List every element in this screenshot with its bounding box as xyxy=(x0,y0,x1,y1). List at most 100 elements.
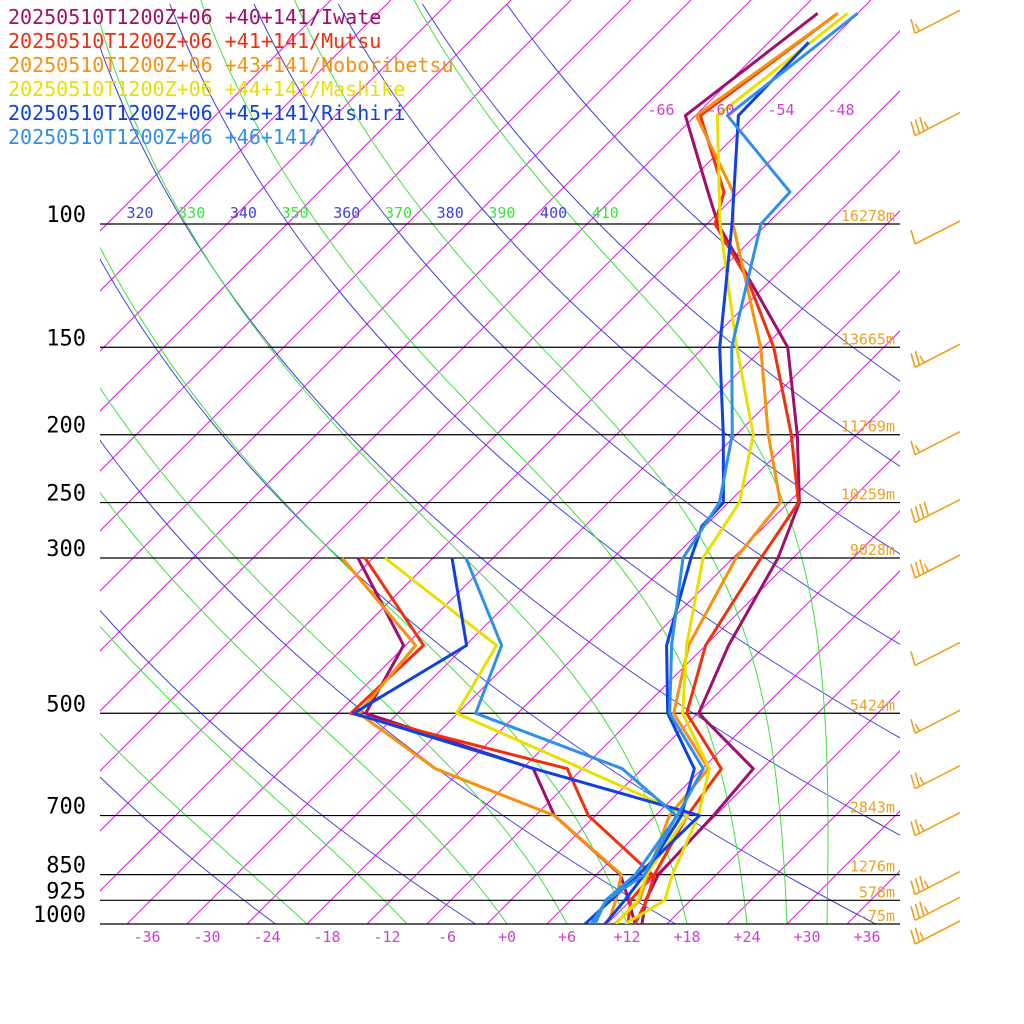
temperature-tick-label: -6 xyxy=(438,928,456,946)
isotherm-line xyxy=(100,30,900,832)
isotherm-line xyxy=(100,0,332,232)
pressure-label: 150 xyxy=(46,326,86,351)
pressure-label: 250 xyxy=(46,482,86,507)
pressure-label: 300 xyxy=(46,537,86,562)
isotherm-line xyxy=(606,630,900,924)
dewpoint-line-4 xyxy=(384,556,689,924)
temperature-tick-label: -24 xyxy=(253,928,280,946)
wind-barb xyxy=(910,764,961,790)
height-label: 11769m xyxy=(841,418,895,436)
temperature-tick-label: -30 xyxy=(193,928,220,946)
isotherm-label: -66 xyxy=(647,101,674,119)
isotherm-line xyxy=(100,90,900,892)
isotherm-line xyxy=(726,750,900,924)
height-label: 13665m xyxy=(841,330,895,348)
theta-label: 340 xyxy=(230,204,257,222)
isotherm-line xyxy=(100,0,812,712)
dry-adiabat-line xyxy=(169,3,900,739)
temperature-tick-label: -18 xyxy=(313,928,340,946)
wind-barb xyxy=(910,641,961,667)
isotherm-line xyxy=(100,0,392,292)
temperature-tick-label: +12 xyxy=(613,928,640,946)
pressure-label: 500 xyxy=(46,692,86,717)
isotherm-line xyxy=(126,150,900,924)
dewpoint-line-2 xyxy=(349,557,654,924)
wind-barb xyxy=(910,431,961,456)
legend-entry-4: 20250510T1200Z+06 +44+141/Mashike xyxy=(8,77,405,101)
legend-entry-6: 20250510T1200Z+06 +46+141/ xyxy=(8,125,321,149)
wind-barb xyxy=(910,896,961,922)
isotherm-label: -54 xyxy=(767,101,794,119)
isotherm-line xyxy=(786,810,900,924)
wind-barb xyxy=(910,343,961,368)
pressure-label: 925 xyxy=(46,879,86,904)
temperature-tick-label: +18 xyxy=(673,928,700,946)
theta-label: 410 xyxy=(592,204,619,222)
pressure-label: 100 xyxy=(46,203,86,228)
wind-barb xyxy=(910,920,961,945)
temperature-tick-label: +0 xyxy=(498,928,516,946)
dewpoint-line-6 xyxy=(464,557,678,924)
height-label: 10259m xyxy=(841,486,895,504)
isobar-lines xyxy=(100,223,900,925)
moist-adiabat-line xyxy=(100,491,508,924)
wind-barb xyxy=(910,870,961,896)
legend-entry-2: 20250510T1200Z+06 +41+141/Mutsu xyxy=(8,29,381,53)
isotherm-line xyxy=(846,870,900,924)
theta-label: 360 xyxy=(333,204,360,222)
theta-label: 320 xyxy=(126,204,153,222)
isotherm-line xyxy=(100,0,452,352)
wind-barbs xyxy=(910,9,961,945)
height-label: -75m xyxy=(859,907,895,925)
moist-adiabat-line xyxy=(100,732,308,924)
height-label: 5424m xyxy=(850,696,895,714)
dry-adiabat-line xyxy=(253,3,900,645)
pressure-label: 700 xyxy=(46,795,86,820)
pressure-label: 1000 xyxy=(33,903,86,928)
theta-label: 390 xyxy=(488,204,515,222)
height-label: 2843m xyxy=(850,799,895,817)
isotherm-line xyxy=(100,0,512,412)
isotherm-line xyxy=(907,0,1024,924)
theta-label: 370 xyxy=(385,204,412,222)
isotherm-line xyxy=(100,0,692,592)
moist-adiabat-line xyxy=(413,0,829,924)
theta-label: 350 xyxy=(282,204,309,222)
temperature-tick-label: +30 xyxy=(793,928,820,946)
isotherm-line xyxy=(486,510,900,924)
temperature-tick-label: -12 xyxy=(373,928,400,946)
temperature-tick-label: -36 xyxy=(133,928,160,946)
isotherm-line xyxy=(967,0,1024,924)
wind-barb xyxy=(910,498,961,524)
dry-adiabat-line xyxy=(100,258,876,924)
temperature-tick-label: +6 xyxy=(558,928,576,946)
temperature-line-1 xyxy=(640,12,819,924)
wind-barb xyxy=(910,811,961,837)
height-label: 578m xyxy=(859,883,895,901)
moist-adiabat-line xyxy=(100,625,408,924)
wind-barb xyxy=(910,9,961,34)
isotherm-label: -60 xyxy=(707,101,734,119)
isotherm-line xyxy=(246,270,900,924)
wind-barb xyxy=(910,709,961,734)
legend-entry-1: 20250510T1200Z+06 +40+141/Iwate xyxy=(8,5,381,29)
height-label: 9028m xyxy=(850,541,895,559)
theta-label: 380 xyxy=(437,204,464,222)
pressure-label: 850 xyxy=(46,854,86,879)
moist-adiabat-line xyxy=(294,0,788,924)
dry-adiabat-line xyxy=(422,3,900,467)
isotherm-line xyxy=(366,390,900,924)
wind-barb xyxy=(910,111,961,137)
temperature-line-6 xyxy=(593,12,859,924)
isotherm-line xyxy=(100,0,752,652)
legend-entry-5: 20250510T1200Z+06 +45+141/Rishiri xyxy=(8,101,405,125)
isotherm-line xyxy=(306,330,900,924)
dry-adiabat-line xyxy=(100,45,900,836)
height-label: 1276m xyxy=(850,858,895,876)
theta-label: 400 xyxy=(540,204,567,222)
dry-adiabat-line xyxy=(506,3,900,382)
temperature-tick-label: +24 xyxy=(733,928,760,946)
theta-label: 330 xyxy=(178,204,205,222)
